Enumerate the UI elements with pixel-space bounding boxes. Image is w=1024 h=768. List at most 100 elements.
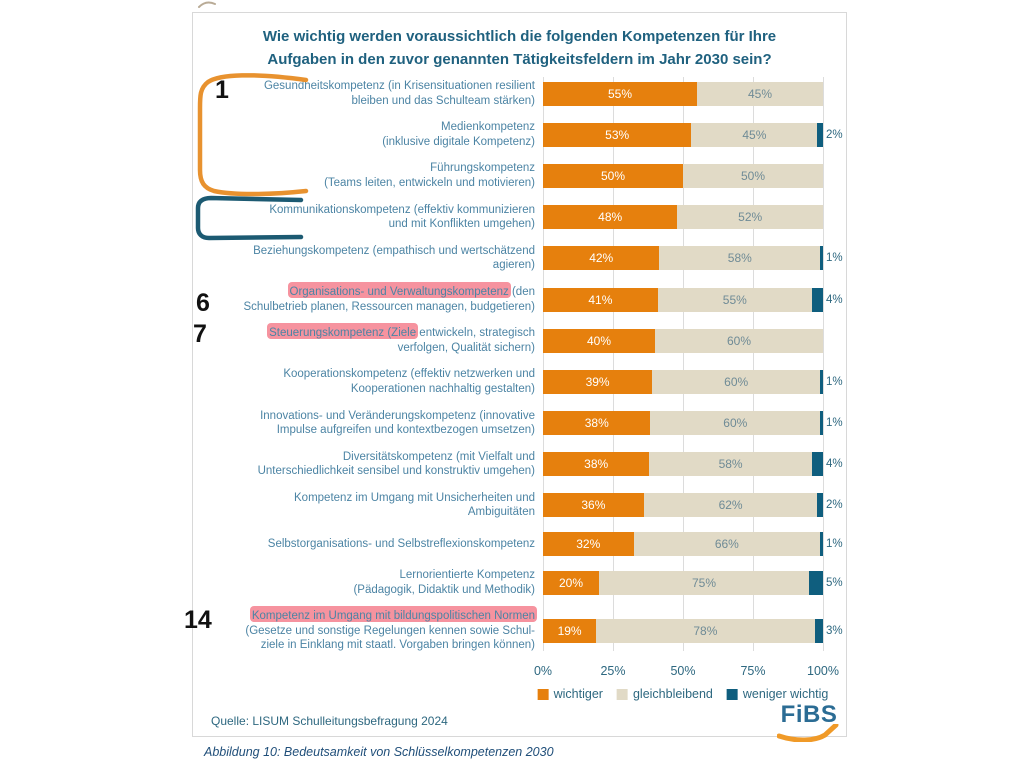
bar-segment-weniger-wichtig xyxy=(820,246,823,271)
category-label: Lernorientierte Kompetenz (Pädagogik, Did… xyxy=(353,569,535,596)
category-label: Kommunikationskompetenz (effektiv kommun… xyxy=(269,203,535,231)
bar: 39% 60% 1% xyxy=(543,369,843,394)
segment-value-label: 60% xyxy=(723,416,748,431)
bar-segment-wichtiger: 40% xyxy=(543,328,655,353)
segment-value-label: 58% xyxy=(727,251,752,266)
bar-segment-gleichbleibend: 45% xyxy=(691,122,818,147)
handwritten-number-annotation: 14 xyxy=(184,606,212,634)
segment-value-label: 42% xyxy=(589,251,614,266)
segment-value-label: 53% xyxy=(605,127,630,142)
segment-value-label: 78% xyxy=(693,624,718,639)
bar-segment-weniger-wichtig xyxy=(814,619,823,644)
handwritten-number-annotation: 7 xyxy=(193,320,207,348)
category-label: Kompetenz im Umgang mit Unsicherheiten u… xyxy=(294,491,535,519)
bar: 36% 62% 2% xyxy=(543,493,843,518)
segment-value-label-outside: 1% xyxy=(826,252,843,265)
fibs-logo-text: FiBS xyxy=(780,701,838,728)
segment-value-label-outside: 2% xyxy=(826,128,843,141)
x-axis-tick-label: 75% xyxy=(740,664,766,678)
category-label: Medienkompetenz (inklusive digitale Kompe… xyxy=(382,121,535,148)
orange-bracket-annotation xyxy=(197,73,309,197)
chart-row: Diversitätskompetenz (mit Vielfalt und Un… xyxy=(205,450,843,479)
category-label: Beziehungskompetenz (empathisch und wert… xyxy=(253,244,535,272)
pink-highlight: Organisations- und Verwaltungskompetenz xyxy=(289,285,509,298)
segment-value-label: 39% xyxy=(585,374,610,389)
bar-segment-gleichbleibend: 78% xyxy=(596,619,815,644)
handwritten-number-annotation: 1 xyxy=(215,76,229,104)
bar-segment-gleichbleibend: 66% xyxy=(633,532,821,557)
x-axis-tick-label: 0% xyxy=(533,664,553,678)
chart-row: Gesundheitskompetenz (in Krisensituation… xyxy=(205,79,840,108)
chart-row: Kompetenz im Umgang mit bildungspolitisc… xyxy=(205,609,843,653)
segment-value-label: 55% xyxy=(722,292,747,307)
segment-value-label: 60% xyxy=(726,333,752,348)
legend-label: gleichbleibend xyxy=(632,687,713,701)
segment-value-label-outside: 4% xyxy=(826,458,843,471)
bar-segment-wichtiger: 38% xyxy=(543,452,650,477)
bar: 53% 45% 2% xyxy=(543,122,843,147)
bar-segment-wichtiger: 32% xyxy=(543,532,634,557)
category-label: Kompetenz im Umgang mit bildungspolitisc… xyxy=(245,610,535,652)
segment-value-label: 45% xyxy=(742,127,767,142)
bar-segment-weniger-wichtig xyxy=(820,532,823,557)
bar-segment-gleichbleibend: 58% xyxy=(649,452,812,477)
bar-segment-weniger-wichtig xyxy=(811,287,823,312)
segment-value-label-outside: 1% xyxy=(826,417,843,430)
chart-row: Organisations- und Verwaltungskompetenz … xyxy=(205,285,843,314)
teal-bracket-annotation xyxy=(195,195,304,241)
legend-swatch-icon xyxy=(726,688,738,700)
segment-value-label: 45% xyxy=(747,86,773,101)
chart-row: Lernorientierte Kompetenz (Pädagogik, Did… xyxy=(205,568,842,597)
segment-value-label: 38% xyxy=(584,457,609,472)
bar-segment-gleichbleibend: 58% xyxy=(659,246,821,271)
bar-segment-wichtiger: 41% xyxy=(543,287,658,312)
bar-segment-gleichbleibend: 55% xyxy=(657,287,812,312)
segment-value-label: 50% xyxy=(600,168,626,183)
bar-segment-wichtiger: 36% xyxy=(543,493,644,518)
segment-value-label-outside: 3% xyxy=(826,625,843,638)
bar: 50% 50% xyxy=(543,163,823,188)
segment-value-label: 60% xyxy=(724,374,749,389)
chart-row: Kooperationskompetenz (effektiv netzwerk… xyxy=(205,367,843,396)
legend-item: weniger wichtig xyxy=(726,687,828,701)
legend: wichtiger gleichbleibend weniger wichtig xyxy=(537,687,828,701)
bar-segment-gleichbleibend: 50% xyxy=(683,163,823,188)
bar-segment-wichtiger: 48% xyxy=(543,205,678,230)
bar-segment-weniger-wichtig xyxy=(817,493,823,518)
category-label: Innovations- und Veränderungskompetenz (… xyxy=(260,409,535,437)
chart-row: Steuerungskompetenz (Ziele entwickeln, s… xyxy=(205,326,840,355)
bar-segment-gleichbleibend: 52% xyxy=(677,205,823,230)
chart-row: Beziehungskompetenz (empathisch und wert… xyxy=(205,244,843,273)
chart-row: Medienkompetenz (inklusive digitale Kompe… xyxy=(205,120,843,149)
segment-value-label: 38% xyxy=(584,416,609,431)
segment-value-label: 75% xyxy=(691,575,717,590)
x-axis-ticks: 0% 25% 50% 75% 100% xyxy=(534,664,839,680)
bar-segment-wichtiger: 42% xyxy=(543,246,660,271)
segment-value-label-outside: 1% xyxy=(826,375,843,388)
segment-value-label: 55% xyxy=(607,86,633,101)
segment-value-label-outside: 4% xyxy=(826,293,843,306)
bar: 55% 45% xyxy=(543,81,823,106)
source-note: Quelle: LISUM Schulleitungsbefragung 202… xyxy=(211,714,448,728)
x-axis-tick-label: 50% xyxy=(670,664,696,678)
bar-segment-gleichbleibend: 60% xyxy=(650,411,821,436)
legend-swatch-icon xyxy=(616,688,628,700)
stray-mark xyxy=(198,1,216,8)
bar-segment-wichtiger: 53% xyxy=(543,122,692,147)
segment-value-label: 58% xyxy=(718,457,743,472)
pink-highlight: Kompetenz im Umgang mit bildungspolitisc… xyxy=(251,610,535,623)
bar-segment-gleichbleibend: 60% xyxy=(655,328,823,353)
x-axis-tick-label: 100% xyxy=(807,664,839,678)
legend-item: gleichbleibend xyxy=(616,687,713,701)
x-axis-tick-label: 25% xyxy=(600,664,626,678)
bar: 38% 60% 1% xyxy=(543,411,843,436)
chart-row: Selbstorganisations- und Selbstreflexion… xyxy=(205,532,843,557)
category-label: Diversitätskompetenz (mit Vielfalt und Un… xyxy=(257,450,535,478)
category-label: Führungskompetenz (Teams leiten, entwicke… xyxy=(324,162,535,189)
legend-item: wichtiger xyxy=(537,687,603,701)
category-label: Gesundheitskompetenz (in Krisensituation… xyxy=(263,80,535,107)
segment-value-label: 41% xyxy=(588,292,613,307)
bar-segment-weniger-wichtig xyxy=(811,452,823,477)
chart-title: Wie wichtig werden voraussichtlich die f… xyxy=(262,28,777,68)
